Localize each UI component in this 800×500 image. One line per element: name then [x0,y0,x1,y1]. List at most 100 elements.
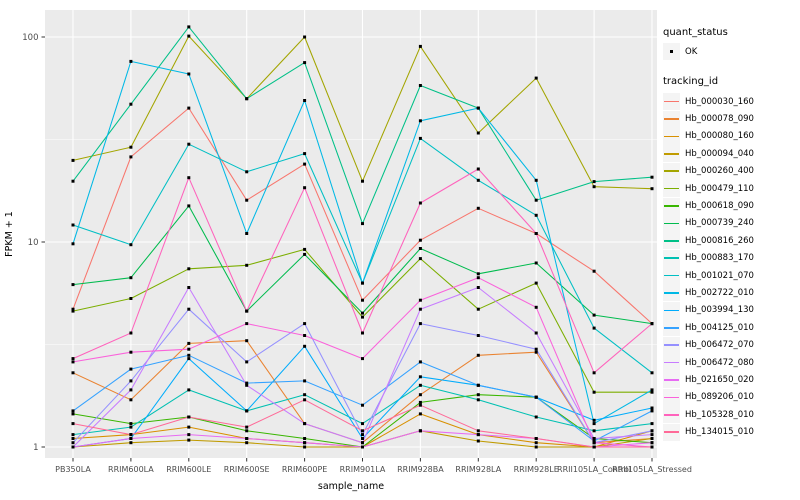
legend-entry-ok: OK [663,43,799,60]
data-point [187,176,191,180]
data-point [534,76,538,80]
data-point [187,106,191,110]
data-point [476,276,480,280]
data-point [71,309,75,313]
data-point [592,429,596,433]
legend-entry: Hb_000816_260 [663,232,799,250]
data-point [187,25,191,29]
line-swatch-icon [664,361,679,364]
data-point [129,433,133,437]
data-point [418,44,422,48]
legend-title-tracking-id: tracking_id [663,76,719,87]
data-point [418,400,422,404]
legend-key-box [663,267,680,285]
line-swatch-icon [664,240,679,242]
data-point [361,403,364,407]
data-point [187,341,191,345]
data-point [361,429,364,433]
data-point [650,445,654,449]
data-point [129,59,133,63]
data-point [71,307,75,311]
legend-key-box [663,180,680,198]
data-point [361,281,364,285]
y-tick-label: 10 [28,238,39,248]
data-point [71,283,75,287]
legend-key-box [663,284,680,302]
legend-entry: Hb_002722_010 [663,284,799,302]
legend-entry-label: Hb_000739_240 [685,218,754,229]
data-point [592,313,596,317]
data-point [650,371,654,375]
data-point [71,409,75,413]
legend-entry: Hb_000479_110 [663,180,799,198]
line-swatch-icon [664,326,679,329]
legend-key-box [663,127,680,145]
data-point [361,433,364,437]
data-point [71,242,75,246]
data-point [476,334,480,337]
legend-entry: Hb_004125_010 [663,319,799,337]
data-point [650,406,654,410]
data-point [245,97,249,101]
line-swatch-icon [664,118,679,120]
data-point [534,395,538,399]
data-point [361,222,364,226]
data-point [592,445,596,449]
legend-key-box [663,214,680,232]
legend-key-box [663,110,680,128]
data-point [187,286,191,289]
data-point [71,437,75,440]
data-point [361,315,364,319]
data-point [361,445,364,449]
legend-entry: Hb_134015_010 [663,423,799,441]
data-point [592,418,596,422]
data-point [303,322,307,326]
legend-entries-list: Hb_000030_160 Hb_000078_090 Hb_000080_160 H… [663,93,799,441]
data-point [418,298,422,302]
legend-entry-label: Hb_000080_160 [685,131,754,142]
legend-key-box [663,371,680,389]
legend-entry-label: OK [685,46,698,57]
legend-entry-label: Hb_089206_010 [685,392,754,403]
data-point [245,170,249,174]
legend-key-box [663,319,680,337]
data-point [534,437,538,440]
y-axis-title: FPKM + 1 [4,211,15,257]
data-point [129,379,133,383]
legend-title-quant-status: quant_status [663,27,728,38]
data-point [303,186,307,190]
legend-entry-label: Hb_004125_010 [685,322,754,333]
data-point [476,398,480,402]
legend-entry-label: Hb_105328_010 [685,409,754,420]
x-tick-label: RRIM901LA [340,465,386,474]
data-point [361,179,364,183]
data-point [650,433,654,437]
data-point [187,347,191,351]
x-axis-title: sample_name [318,481,384,492]
data-point [71,445,75,449]
data-point [534,441,538,445]
data-point [418,393,422,397]
data-point [245,322,249,326]
data-point [592,326,596,330]
data-point [650,441,654,445]
x-tick-label: RRIM928LE [514,465,559,474]
data-point [129,276,133,280]
data-point [476,106,480,110]
legend-entry-label: Hb_006472_080 [685,357,754,368]
x-tick-label: RRIM928LA [455,465,501,474]
legend-key-box [663,162,680,180]
data-point [245,381,249,385]
line-swatch-icon [664,309,679,312]
data-point [129,422,133,426]
data-point [71,412,75,416]
data-point [418,360,422,364]
data-point [534,198,538,202]
data-point [187,72,191,76]
line-swatch-icon [664,135,679,138]
data-point [71,371,75,375]
legend-key-box [663,145,680,163]
legend-entry-label: Hb_000479_110 [685,183,754,194]
legend-key-box [663,43,680,60]
